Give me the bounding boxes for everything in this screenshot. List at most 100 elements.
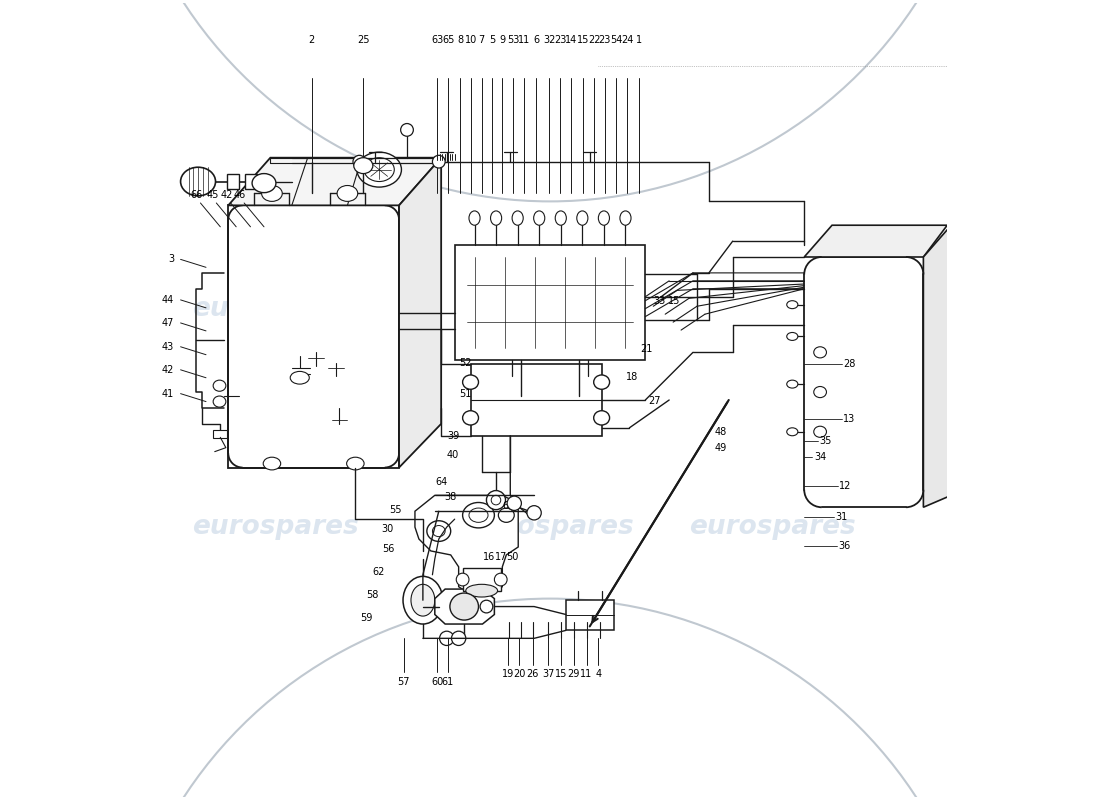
Ellipse shape <box>213 396 226 407</box>
Text: 53: 53 <box>507 35 519 45</box>
Ellipse shape <box>594 410 609 425</box>
Ellipse shape <box>403 576 443 624</box>
Text: eurospares: eurospares <box>192 514 360 540</box>
Text: 19: 19 <box>502 669 514 679</box>
Text: 50: 50 <box>506 552 519 562</box>
Ellipse shape <box>400 123 414 136</box>
Text: 40: 40 <box>447 450 459 460</box>
Bar <box>804 257 923 507</box>
Text: 65: 65 <box>442 35 454 45</box>
Text: 8: 8 <box>458 35 463 45</box>
Text: 31: 31 <box>835 512 848 522</box>
Ellipse shape <box>534 211 544 226</box>
Ellipse shape <box>411 584 434 616</box>
Text: 23: 23 <box>598 35 611 45</box>
Text: 1: 1 <box>636 35 642 45</box>
Bar <box>471 364 602 436</box>
Ellipse shape <box>492 495 500 505</box>
Text: 38: 38 <box>444 492 456 502</box>
Text: eurospares: eurospares <box>192 296 360 322</box>
Polygon shape <box>229 206 399 467</box>
Text: 43: 43 <box>162 342 174 352</box>
Text: 49: 49 <box>715 443 727 454</box>
Polygon shape <box>399 158 441 467</box>
Ellipse shape <box>432 155 446 168</box>
Text: 22: 22 <box>588 35 601 45</box>
Text: 60: 60 <box>431 677 443 687</box>
Ellipse shape <box>507 496 521 510</box>
Polygon shape <box>434 589 494 624</box>
Polygon shape <box>804 226 947 257</box>
Ellipse shape <box>786 380 798 388</box>
Ellipse shape <box>346 457 364 470</box>
Text: 33: 33 <box>653 297 666 306</box>
Ellipse shape <box>486 490 506 510</box>
Ellipse shape <box>364 158 394 182</box>
Polygon shape <box>923 226 952 507</box>
Text: 23: 23 <box>554 35 566 45</box>
Ellipse shape <box>262 186 283 202</box>
Ellipse shape <box>356 152 402 187</box>
Text: 11: 11 <box>581 669 593 679</box>
Ellipse shape <box>427 521 451 542</box>
Bar <box>565 600 614 630</box>
Text: 47: 47 <box>162 318 174 328</box>
Text: 10: 10 <box>465 35 477 45</box>
Text: 63: 63 <box>431 35 443 45</box>
Text: 62: 62 <box>372 567 385 578</box>
Ellipse shape <box>463 502 494 528</box>
Ellipse shape <box>354 158 373 174</box>
Ellipse shape <box>513 211 524 226</box>
Ellipse shape <box>498 508 515 522</box>
Text: 9: 9 <box>499 35 505 45</box>
Text: 34: 34 <box>814 452 826 462</box>
Ellipse shape <box>463 375 478 390</box>
Text: 48: 48 <box>715 426 727 437</box>
Ellipse shape <box>180 167 216 196</box>
Text: 57: 57 <box>397 677 410 687</box>
Ellipse shape <box>465 584 497 597</box>
Text: 32: 32 <box>543 35 556 45</box>
Text: 64: 64 <box>436 477 448 487</box>
Ellipse shape <box>786 301 798 309</box>
Text: 56: 56 <box>382 544 394 554</box>
Text: 44: 44 <box>162 295 174 305</box>
Text: 45: 45 <box>206 190 219 200</box>
Text: 46: 46 <box>234 190 246 200</box>
Text: 18: 18 <box>626 372 638 382</box>
Text: 14: 14 <box>565 35 578 45</box>
Ellipse shape <box>594 375 609 390</box>
Text: 6: 6 <box>534 35 540 45</box>
Text: 27: 27 <box>648 396 660 406</box>
Ellipse shape <box>337 186 358 202</box>
Text: 42: 42 <box>220 190 233 200</box>
Ellipse shape <box>469 211 480 226</box>
Text: eurospares: eurospares <box>689 514 856 540</box>
Text: 61: 61 <box>441 677 453 687</box>
Ellipse shape <box>814 346 826 358</box>
Ellipse shape <box>494 573 507 586</box>
Ellipse shape <box>598 211 609 226</box>
Text: 5: 5 <box>488 35 495 45</box>
Text: 66: 66 <box>190 190 202 200</box>
Ellipse shape <box>290 371 309 384</box>
Polygon shape <box>229 158 441 206</box>
Ellipse shape <box>432 526 446 537</box>
Ellipse shape <box>263 457 280 470</box>
Bar <box>213 430 228 438</box>
Ellipse shape <box>814 386 826 398</box>
Text: 15: 15 <box>668 297 680 306</box>
Text: 13: 13 <box>844 414 856 424</box>
Text: 36: 36 <box>838 541 851 551</box>
Text: eurospares: eurospares <box>466 296 634 322</box>
Text: 55: 55 <box>389 505 403 514</box>
Ellipse shape <box>440 631 454 646</box>
Text: 30: 30 <box>382 525 394 534</box>
Ellipse shape <box>480 600 493 613</box>
Text: eurospares: eurospares <box>466 514 634 540</box>
Text: 2: 2 <box>308 35 315 45</box>
Bar <box>463 569 500 590</box>
Text: 26: 26 <box>526 669 539 679</box>
Ellipse shape <box>576 211 587 226</box>
Text: 15: 15 <box>554 669 568 679</box>
